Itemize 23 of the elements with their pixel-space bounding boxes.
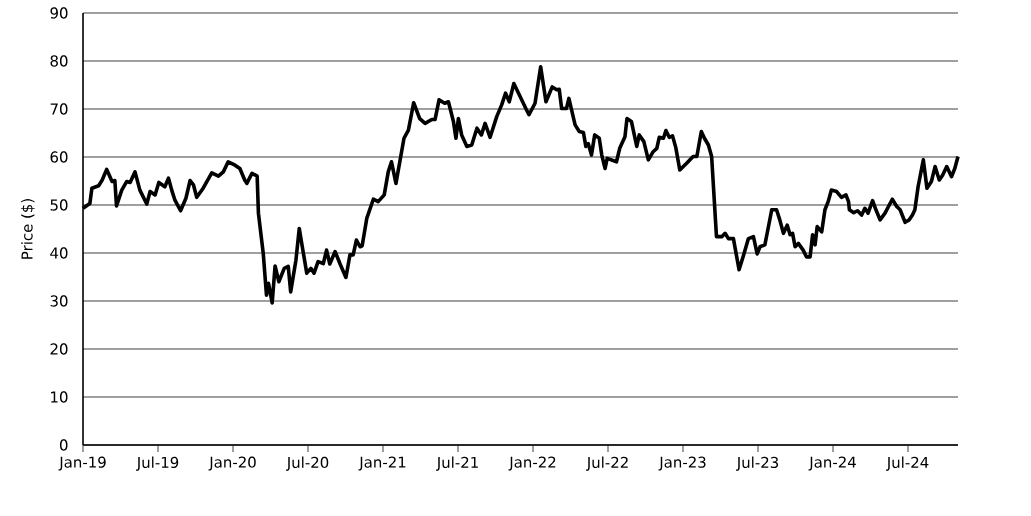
- x-tick-label: Jul-22: [586, 456, 628, 471]
- x-tick-label: Jan-22: [508, 456, 556, 471]
- x-tick-label: Jan-19: [58, 456, 106, 471]
- x-tick-label: Jul-23: [736, 456, 779, 471]
- x-tick-label: Jul-24: [886, 456, 929, 471]
- y-tick-label: 20: [50, 343, 68, 355]
- y-tick-label: 0: [59, 439, 68, 451]
- x-tick-label: Jan-24: [808, 456, 856, 471]
- x-tick-label: Jul-20: [286, 456, 329, 471]
- y-tick-label: 60: [50, 151, 68, 163]
- y-tick-label: 90: [50, 7, 68, 19]
- y-tick-label: 30: [50, 295, 68, 307]
- y-tick-label: 70: [50, 103, 68, 115]
- x-tick-label: Jul-19: [136, 456, 179, 471]
- x-tick-label: Jan-21: [358, 456, 406, 471]
- x-tick-label: Jul-21: [436, 456, 478, 471]
- y-tick-label: 50: [50, 199, 68, 211]
- x-tick-label: Jan-20: [208, 456, 256, 471]
- y-tick-label: 40: [50, 247, 68, 259]
- y-axis-title: Price ($): [21, 199, 35, 259]
- y-tick-label: 80: [50, 55, 68, 67]
- y-tick-label: 10: [51, 391, 68, 403]
- x-tick-label: Jan-23: [658, 456, 706, 471]
